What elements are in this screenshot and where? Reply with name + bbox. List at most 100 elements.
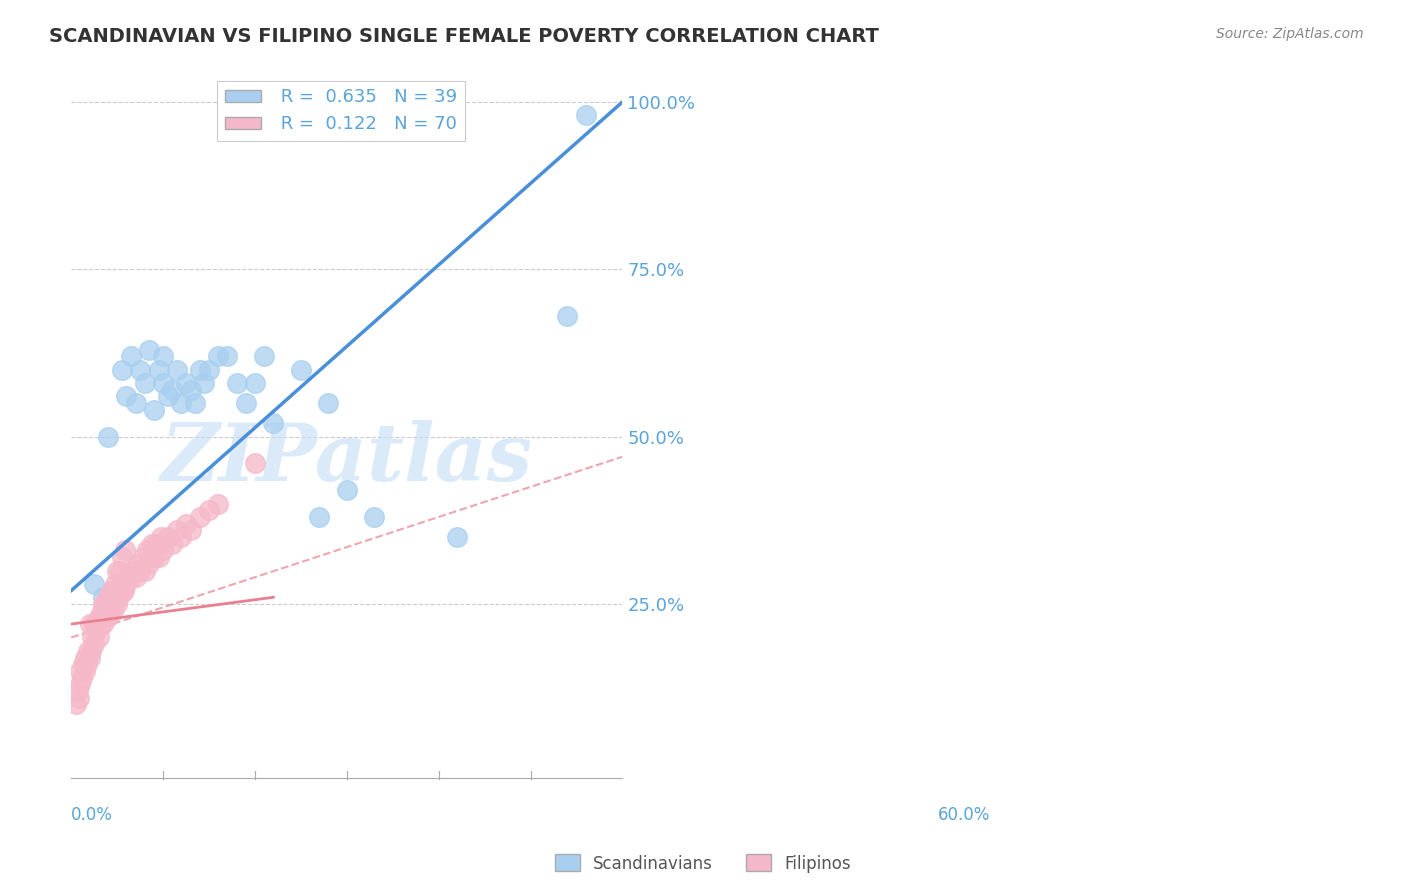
Point: [82, 631, 104, 645]
Point: [142, 550, 165, 565]
Point: [72, 657, 94, 672]
Point: [170, 530, 193, 544]
Point: [76, 644, 98, 658]
Point: [135, 543, 157, 558]
Point: [156, 389, 179, 403]
Point: [129, 564, 152, 578]
Point: [180, 524, 202, 538]
Point: [73, 664, 96, 678]
Point: [90, 604, 112, 618]
Point: [243, 376, 266, 390]
Point: [86, 617, 108, 632]
Point: [69, 677, 91, 691]
Point: [180, 383, 202, 397]
Point: [150, 530, 173, 544]
Point: [124, 570, 146, 584]
Point: [83, 617, 105, 632]
Text: SCANDINAVIAN VS FILIPINO SINGLE FEMALE POVERTY CORRELATION CHART: SCANDINAVIAN VS FILIPINO SINGLE FEMALE P…: [49, 27, 879, 45]
Point: [262, 417, 284, 431]
Point: [104, 577, 127, 591]
Point: [446, 530, 468, 544]
Point: [67, 690, 90, 705]
Point: [162, 537, 184, 551]
Point: [575, 108, 598, 122]
Point: [162, 383, 184, 397]
Point: [101, 604, 124, 618]
Point: [148, 362, 170, 376]
Point: [76, 657, 98, 672]
Point: [66, 684, 89, 698]
Legend: Scandinavians, Filipinos: Scandinavians, Filipinos: [548, 847, 858, 880]
Point: [235, 396, 257, 410]
Point: [94, 597, 117, 611]
Point: [115, 389, 138, 403]
Point: [141, 537, 163, 551]
Point: [115, 577, 138, 591]
Point: [142, 403, 165, 417]
Point: [145, 537, 167, 551]
Text: ZIPatlas: ZIPatlas: [160, 420, 533, 498]
Point: [97, 430, 120, 444]
Point: [93, 591, 115, 605]
Point: [117, 570, 139, 584]
Point: [129, 362, 152, 376]
Point: [97, 610, 120, 624]
Point: [188, 362, 211, 376]
Point: [318, 396, 340, 410]
Point: [105, 597, 128, 611]
Point: [124, 396, 146, 410]
Point: [555, 309, 578, 323]
Point: [184, 396, 207, 410]
Point: [217, 349, 239, 363]
Point: [225, 376, 247, 390]
Point: [108, 591, 131, 605]
Point: [120, 349, 142, 363]
Point: [138, 557, 160, 571]
Point: [105, 564, 128, 578]
Legend:  R =  0.635   N = 39,  R =  0.122   N = 70: R = 0.635 N = 39, R = 0.122 N = 70: [218, 81, 464, 141]
Point: [207, 349, 229, 363]
Point: [87, 631, 110, 645]
Point: [114, 543, 136, 558]
Point: [101, 583, 124, 598]
Point: [111, 583, 134, 598]
Point: [100, 583, 122, 598]
Point: [132, 550, 155, 565]
Point: [87, 610, 110, 624]
Point: [198, 362, 221, 376]
Point: [80, 644, 103, 658]
Point: [65, 698, 87, 712]
Point: [336, 483, 359, 498]
Point: [72, 671, 94, 685]
Point: [188, 510, 211, 524]
Point: [290, 362, 312, 376]
Point: [156, 530, 179, 544]
Point: [97, 591, 120, 605]
Point: [138, 343, 160, 357]
Point: [111, 362, 134, 376]
Point: [134, 376, 156, 390]
Point: [174, 516, 197, 531]
Point: [79, 617, 101, 632]
Point: [98, 604, 121, 618]
Point: [112, 583, 135, 598]
Point: [122, 564, 145, 578]
Point: [73, 650, 96, 665]
Point: [198, 503, 221, 517]
Point: [79, 650, 101, 665]
Point: [111, 550, 134, 565]
Point: [69, 664, 91, 678]
Point: [166, 362, 188, 376]
Point: [120, 570, 142, 584]
Point: [90, 617, 112, 632]
Point: [94, 610, 117, 624]
Point: [243, 457, 266, 471]
Point: [103, 597, 125, 611]
Text: Source: ZipAtlas.com: Source: ZipAtlas.com: [1216, 27, 1364, 41]
Point: [108, 564, 131, 578]
Point: [134, 564, 156, 578]
Text: 0.0%: 0.0%: [72, 806, 112, 824]
Point: [93, 617, 115, 632]
Point: [84, 624, 107, 638]
Point: [83, 577, 105, 591]
